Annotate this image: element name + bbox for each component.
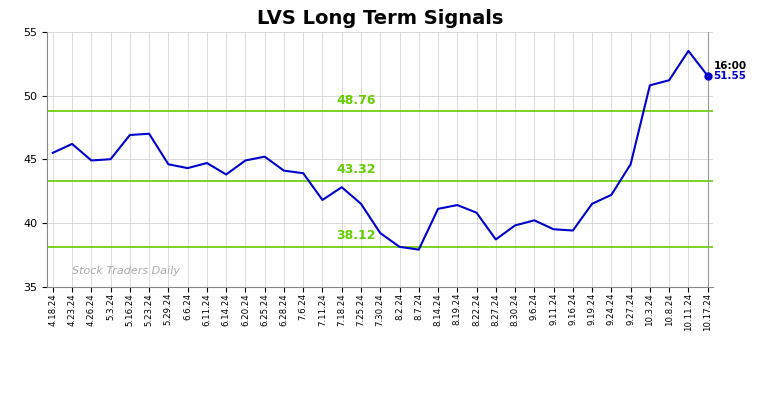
Text: 43.32: 43.32 xyxy=(336,163,376,176)
Text: Stock Traders Daily: Stock Traders Daily xyxy=(72,266,180,276)
Title: LVS Long Term Signals: LVS Long Term Signals xyxy=(257,8,503,27)
Text: 38.12: 38.12 xyxy=(336,229,376,242)
Text: 51.55: 51.55 xyxy=(713,71,746,81)
Text: 48.76: 48.76 xyxy=(336,94,376,107)
Text: 16:00: 16:00 xyxy=(713,60,746,70)
